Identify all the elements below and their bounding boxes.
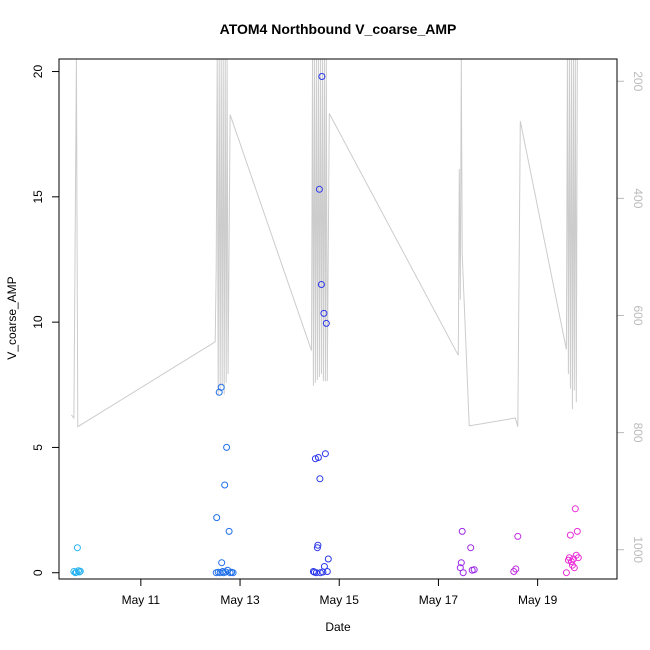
plot-frame bbox=[58, 58, 618, 580]
data-point bbox=[313, 544, 321, 552]
x-tick-label: May 15 bbox=[320, 593, 360, 607]
x-tick-label: May 19 bbox=[518, 593, 558, 607]
data-point bbox=[459, 569, 467, 577]
data-point bbox=[317, 281, 325, 288]
data-point bbox=[315, 185, 323, 193]
data-point bbox=[457, 559, 465, 567]
data-point bbox=[314, 454, 322, 461]
data-point bbox=[225, 527, 233, 535]
data-point bbox=[76, 567, 84, 575]
x-tick-label: May 13 bbox=[220, 593, 260, 607]
y2-tick-label: 600 bbox=[631, 305, 645, 325]
y-tick-label: 15 bbox=[31, 190, 45, 204]
data-point bbox=[574, 554, 582, 562]
data-point bbox=[566, 531, 574, 539]
x-tick-label: May 11 bbox=[122, 593, 161, 607]
data-points bbox=[70, 73, 582, 577]
x-axis: May 11 May 13 May 15 May 17 May 19 bbox=[122, 579, 558, 607]
data-point bbox=[321, 450, 329, 458]
data-point bbox=[320, 563, 328, 570]
y2-tick-label: 400 bbox=[631, 188, 645, 208]
y2-tick-label: 800 bbox=[631, 423, 645, 443]
data-point bbox=[316, 475, 324, 483]
y-tick-label: 0 bbox=[31, 569, 45, 576]
data-point bbox=[312, 569, 320, 577]
data-point bbox=[218, 559, 226, 567]
data-point bbox=[470, 566, 478, 574]
data-point bbox=[221, 481, 229, 489]
x-axis-label: Date bbox=[325, 620, 351, 634]
y-tick-label: 10 bbox=[31, 315, 45, 329]
y2-tick-label: 200 bbox=[631, 71, 645, 91]
data-point bbox=[573, 527, 581, 535]
chart-title: ATOM4 Northbound V_coarse_AMP bbox=[220, 21, 457, 37]
y-tick-label: 20 bbox=[31, 65, 45, 79]
data-point bbox=[75, 568, 83, 576]
data-point bbox=[322, 319, 330, 327]
data-point bbox=[571, 505, 579, 513]
data-point bbox=[323, 568, 331, 575]
y-tick-label: 5 bbox=[31, 444, 45, 451]
data-point bbox=[512, 565, 520, 573]
data-point bbox=[73, 544, 81, 552]
data-point bbox=[467, 544, 475, 552]
data-point bbox=[456, 564, 464, 572]
y-axis-label: V_coarse_AMP bbox=[5, 276, 19, 359]
data-point bbox=[565, 554, 573, 562]
data-point bbox=[458, 527, 466, 535]
data-point bbox=[320, 309, 328, 317]
data-point bbox=[562, 569, 570, 577]
data-point bbox=[314, 541, 322, 549]
data-point bbox=[223, 443, 231, 451]
data-point bbox=[570, 564, 578, 572]
data-point bbox=[318, 73, 326, 80]
data-point bbox=[213, 514, 221, 522]
data-point bbox=[324, 555, 332, 563]
data-point bbox=[514, 532, 522, 540]
secondary-series-line bbox=[71, 58, 578, 428]
x-tick-label: May 17 bbox=[419, 593, 459, 607]
data-point bbox=[217, 383, 225, 391]
data-point bbox=[219, 568, 227, 575]
data-point bbox=[229, 569, 237, 577]
y-axis-right: 200 400 600 800 1000 bbox=[617, 71, 645, 563]
y2-tick-label: 1000 bbox=[631, 536, 645, 563]
y-axis-left: 0 5 10 15 20 bbox=[31, 65, 59, 576]
data-point bbox=[72, 568, 80, 576]
